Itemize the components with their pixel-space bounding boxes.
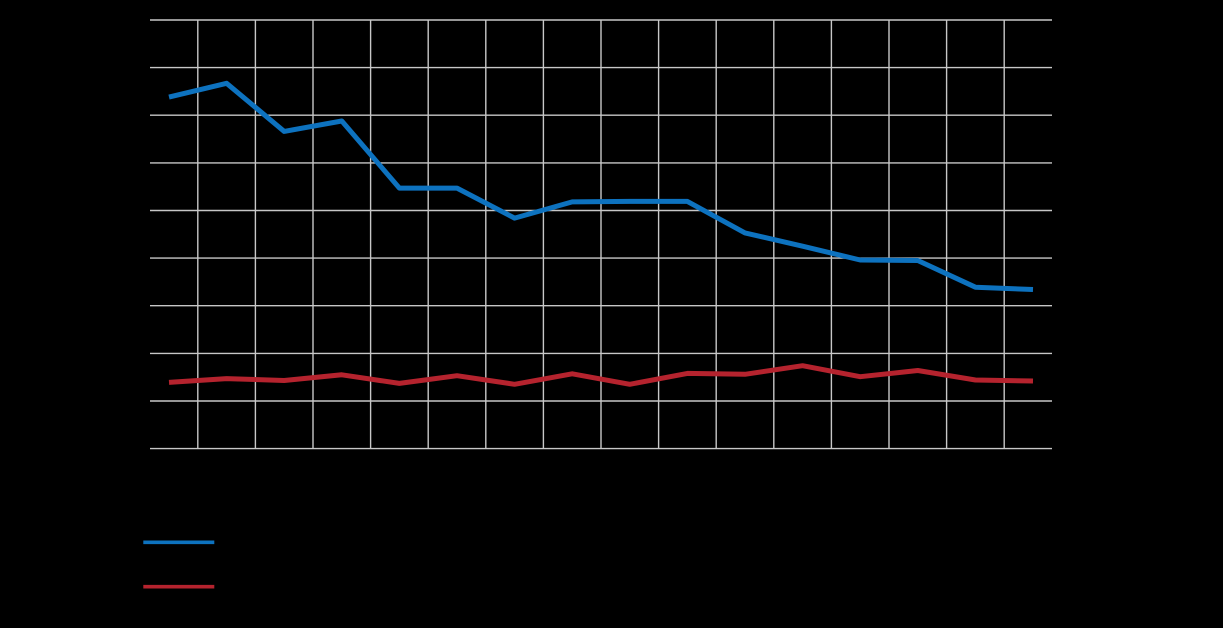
legend (143, 540, 215, 589)
blue-line-series (168, 80, 1034, 292)
red-line-series (168, 363, 1034, 387)
grid-horizontal-lines (150, 19, 1052, 450)
grid-vertical-lines (197, 20, 1005, 449)
series-lines (168, 80, 1034, 387)
